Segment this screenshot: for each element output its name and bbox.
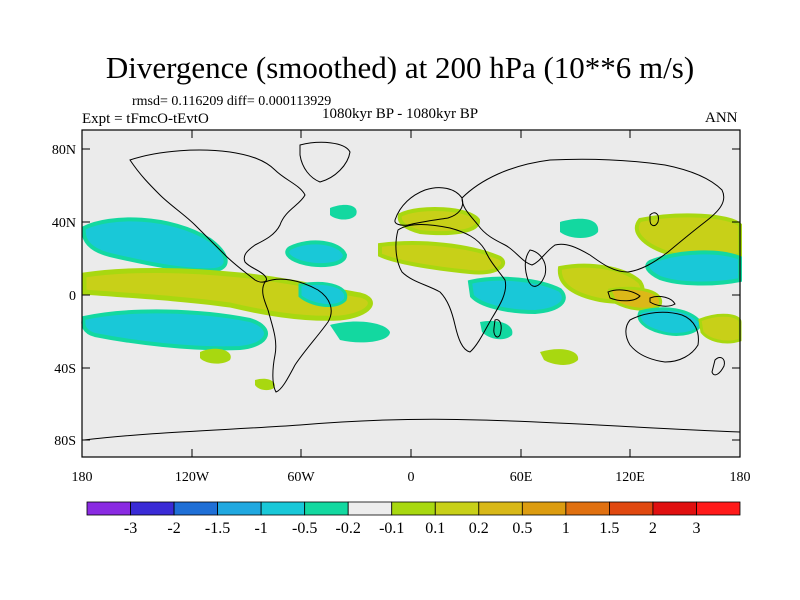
- colorbar-label: 0.5: [512, 520, 532, 537]
- coast-india: [524, 249, 547, 287]
- x-tick-label: 120W: [175, 470, 210, 485]
- blob-yellow-eq: [81, 267, 373, 321]
- coast-antarctica: [83, 418, 741, 441]
- blob-cyan-sam: [298, 281, 348, 307]
- y-tick-labels: 80N 40N 0 40S 80S: [52, 143, 76, 449]
- colorbar-box: [478, 501, 523, 516]
- colorbar-label: 1: [562, 520, 570, 537]
- blob-cyan-wpac: [645, 250, 742, 286]
- coast-japan: [649, 212, 659, 227]
- blob-cyan-natl: [285, 240, 348, 268]
- colorbar-label: -3: [124, 520, 137, 537]
- blob-green-satl: [330, 321, 390, 343]
- colorbar-label: -0.1: [379, 520, 404, 537]
- blob-yellow-atl: [378, 241, 506, 275]
- blob-green-sio: [540, 349, 579, 365]
- colorbar-label: 0.2: [469, 520, 489, 537]
- colorbar-box: [347, 501, 393, 516]
- colorbar-box: [130, 501, 175, 516]
- blob-green-med: [397, 206, 480, 236]
- x-tick-label: 180: [72, 470, 93, 485]
- blob-green-spac: [200, 348, 231, 364]
- y-tick-label: 80N: [52, 143, 76, 158]
- y-tick-label: 0: [69, 289, 76, 304]
- x-ticks: [81, 130, 741, 457]
- colorbar-box: [304, 501, 349, 516]
- colorbar-label: 0.1: [425, 520, 445, 537]
- x-tick-label: 180: [730, 470, 751, 485]
- blob-green-asia: [560, 218, 599, 238]
- stats-text: rmsd= 0.116209 diff= 0.000113929: [132, 94, 332, 109]
- x-tick-label: 60W: [287, 470, 315, 485]
- colorbar-box: [696, 501, 741, 516]
- coast-africa: [395, 224, 507, 353]
- colorbar: [86, 501, 741, 516]
- coast-australia: [625, 311, 699, 363]
- coastlines: [83, 141, 741, 441]
- x-tick-label: 0: [408, 470, 415, 485]
- colorbar-box: [173, 501, 219, 516]
- chart-title: Divergence (smoothed) at 200 hPa (10**6 …: [105, 50, 695, 85]
- colorbar-labels: -3 -2 -1.5 -1 -0.5 -0.2 -0.1 0.1 0.2 0.5 1 1.5 2 3: [124, 520, 701, 537]
- colorbar-box: [565, 501, 610, 516]
- blob-cyan-aus: [637, 307, 702, 336]
- colorbar-label: -0.2: [336, 520, 361, 537]
- colorbar-label: -1: [254, 520, 267, 537]
- experiment-label: Expt = tFmcO-tEvtO: [82, 111, 209, 127]
- coast-new-zealand: [711, 357, 725, 376]
- blob-green-namer: [330, 204, 357, 220]
- colorbar-label: -1.5: [205, 520, 230, 537]
- blob-green-sam: [255, 378, 275, 391]
- x-tick-labels: 180 120W 60W 0 60E 120E 180: [72, 470, 751, 485]
- period-label: 1080kyr BP - 1080kyr BP: [322, 106, 479, 122]
- colorbar-box: [391, 501, 436, 516]
- coast-north-america: [129, 149, 306, 283]
- colorbar-box: [609, 501, 654, 516]
- blob-cyan-io: [467, 276, 566, 315]
- colorbar-box: [652, 501, 697, 516]
- coast-new-guinea: [649, 295, 676, 307]
- colorbar-label: 3: [692, 520, 700, 537]
- x-tick-label: 120E: [615, 470, 645, 485]
- y-tick-label: 40N: [52, 216, 76, 231]
- colorbar-label: 1.5: [599, 520, 619, 537]
- coast-europe: [394, 187, 464, 226]
- colorbar-label: -0.5: [292, 520, 317, 537]
- y-tick-label: 80S: [54, 434, 76, 449]
- coast-indonesia: [607, 289, 641, 302]
- colorbar-box: [260, 501, 306, 516]
- coast-south-america: [262, 278, 332, 393]
- colorbar-box: [217, 501, 262, 516]
- coast-greenland: [299, 141, 351, 183]
- colorbar-label: -2: [167, 520, 180, 537]
- season-label: ANN: [705, 110, 738, 126]
- coast-asia: [461, 158, 725, 273]
- x-tick-label: 60E: [510, 470, 533, 485]
- y-ticks: [82, 148, 740, 441]
- blob-cyan-npac: [81, 217, 228, 273]
- colorbar-label: 2: [649, 520, 657, 537]
- divergence-field: [81, 204, 742, 391]
- coast-madagascar: [493, 319, 502, 338]
- colorbar-box: [434, 501, 480, 516]
- y-tick-label: 40S: [54, 362, 76, 377]
- blob-cyan-spac: [81, 309, 268, 351]
- colorbar-box: [521, 501, 567, 516]
- colorbar-box: [86, 501, 131, 516]
